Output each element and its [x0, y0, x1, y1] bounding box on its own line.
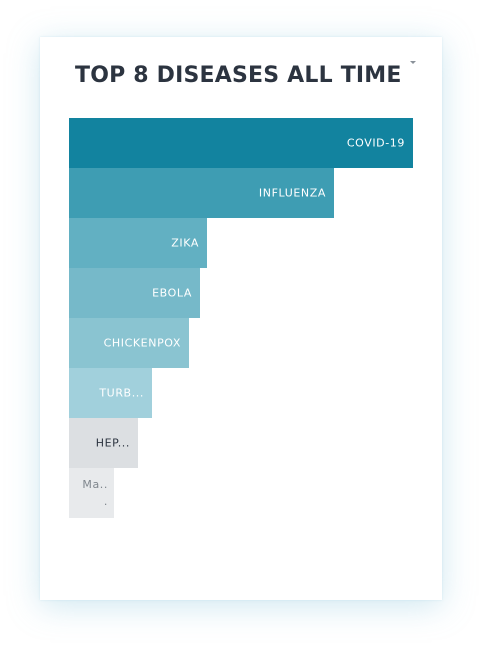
chart-card: TOP 8 DISEASES ALL TIME COVID-19 INFLUENZ… [40, 37, 442, 600]
bar-label-4: CHICKENPOX [104, 337, 181, 350]
chart-title: TOP 8 DISEASES ALL TIME [75, 63, 402, 88]
bar-label-7: Ma.. . [78, 476, 108, 510]
bar-6[interactable]: HEP... [69, 418, 138, 468]
bar-7[interactable]: Ma.. . [69, 468, 114, 518]
bar-5[interactable]: TURB... [69, 368, 152, 418]
bar-label-3: EBOLA [152, 287, 192, 300]
bar-label-1: INFLUENZA [259, 187, 326, 200]
bar-0[interactable]: COVID-19 [69, 118, 413, 168]
bar-3[interactable]: EBOLA [69, 268, 200, 318]
bar-label-6: HEP... [96, 437, 130, 450]
bar-chart: COVID-19 INFLUENZA ZIKA EBOLA CHICKENPOX TURB… [69, 118, 413, 518]
bar-label-5: TURB... [99, 387, 144, 400]
caret-down-icon[interactable] [410, 61, 416, 64]
bar-2[interactable]: ZIKA [69, 218, 207, 268]
bar-1[interactable]: INFLUENZA [69, 168, 334, 218]
bar-label-0: COVID-19 [347, 137, 405, 150]
bar-4[interactable]: CHICKENPOX [69, 318, 189, 368]
bar-label-2: ZIKA [171, 237, 199, 250]
